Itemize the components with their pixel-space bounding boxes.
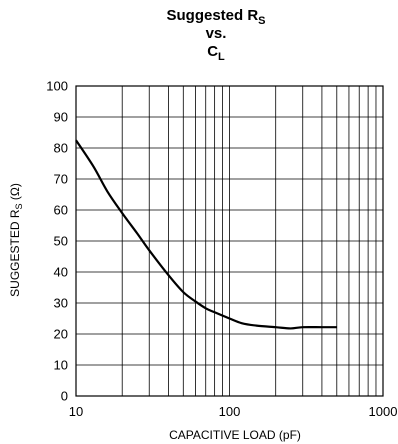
title-main-1: Suggested R — [166, 7, 258, 24]
y-tick-label-6: 60 — [54, 203, 68, 218]
title-sub-1: S — [258, 15, 265, 27]
y-tick-label-10: 100 — [46, 79, 68, 94]
x-tick-label-0: 10 — [69, 404, 83, 419]
y-tick-label-9: 90 — [54, 110, 68, 125]
y-axis-label: SUGGESTED RS (Ω) — [8, 183, 24, 297]
y-tick-label-1: 10 — [54, 358, 68, 373]
grid — [75, 85, 383, 397]
x-tick-label-2: 1000 — [369, 404, 398, 419]
chart-title-line-3: CL — [207, 43, 225, 63]
y-tick-label-5: 50 — [54, 234, 68, 249]
y-label-sub: S — [14, 203, 24, 209]
chart-title-line-2: vs. — [206, 25, 227, 42]
y-tick-label-7: 70 — [54, 172, 68, 187]
chart-title-line-1: Suggested RS — [166, 7, 265, 27]
x-tick-labels: 10 100 1000 — [69, 404, 398, 419]
y-tick-labels: 0 10 20 30 40 50 60 70 80 90 100 — [46, 79, 68, 404]
plot-frame — [75, 85, 384, 397]
title-sub-3: L — [218, 51, 225, 63]
series-line-0 — [75, 139, 337, 330]
y-label-unit: (Ω) — [8, 183, 22, 203]
y-tick-label-3: 30 — [54, 296, 68, 311]
x-axis-label: CAPACITIVE LOAD (pF) — [169, 428, 301, 442]
y-tick-label-2: 20 — [54, 327, 68, 342]
y-label-main: SUGGESTED R — [8, 209, 22, 297]
title-main-3: C — [207, 43, 218, 60]
x-tick-label-1: 100 — [219, 404, 241, 419]
y-tick-label-4: 40 — [54, 265, 68, 280]
series-layer — [75, 139, 337, 330]
y-tick-label-0: 0 — [61, 389, 68, 404]
y-tick-label-8: 80 — [54, 141, 68, 156]
